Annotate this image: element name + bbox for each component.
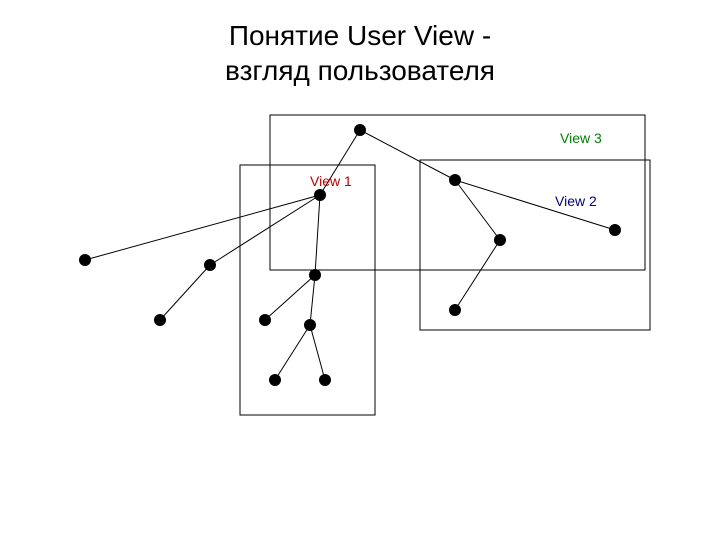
- node-c: [204, 259, 216, 271]
- node-e: [494, 234, 506, 246]
- view3-label: View 3: [560, 130, 602, 146]
- node-d: [309, 269, 321, 281]
- node-i: [304, 319, 316, 331]
- node-f: [609, 224, 621, 236]
- edge: [310, 275, 315, 325]
- edge: [360, 130, 455, 180]
- node-h: [259, 314, 271, 326]
- diagram-stage: Понятие User View - взгляд пользователя …: [0, 0, 720, 540]
- edge: [315, 195, 320, 275]
- node-l: [319, 374, 331, 386]
- node-leftFar: [79, 254, 91, 266]
- node-root: [354, 124, 366, 136]
- view1-label: View 1: [310, 173, 352, 189]
- edge: [210, 195, 320, 265]
- edge: [265, 275, 315, 320]
- node-a: [314, 189, 326, 201]
- edge: [455, 240, 500, 310]
- edge: [310, 325, 325, 380]
- node-g: [154, 314, 166, 326]
- edge: [455, 180, 500, 240]
- node-j: [449, 304, 461, 316]
- edge: [85, 195, 320, 260]
- tree-diagram: View 1 View 2 View 3: [0, 0, 720, 540]
- node-k: [269, 374, 281, 386]
- view2-label: View 2: [555, 193, 597, 209]
- edge: [275, 325, 310, 380]
- node-b: [449, 174, 461, 186]
- edge: [160, 265, 210, 320]
